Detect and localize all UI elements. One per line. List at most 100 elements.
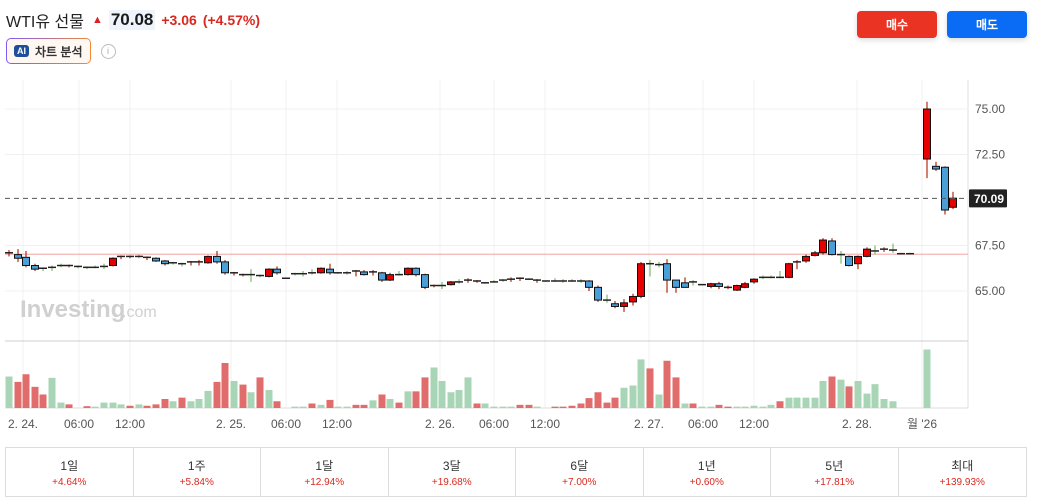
candle-body (31, 265, 39, 270)
x-axis-tick-label: 2. 27. (634, 417, 664, 431)
candlestick-chart[interactable]: 75.00 72.50 67.50 65.00 Investing.com 70.09 2.… (0, 80, 1037, 440)
x-axis-tick-label: 06:00 (64, 417, 94, 431)
info-icon[interactable]: i (100, 43, 116, 59)
volume-bar (629, 385, 637, 408)
investing-watermark-suffix: .com (122, 304, 157, 321)
price-change: +3.06 (161, 12, 197, 28)
volume-bar (845, 386, 853, 408)
volume-bar (221, 363, 229, 408)
performance-cell-4[interactable]: 6달 +7.00% (516, 448, 644, 496)
volume-bar (663, 360, 671, 408)
sell-button[interactable]: 매도 (947, 11, 1027, 38)
volume-bar (863, 393, 871, 408)
volume-bar (447, 392, 455, 408)
volume-bar (741, 406, 749, 408)
performance-table: 1일 +4.64% 1주 +5.84% 1달 +12.94% 3달 +19.68% 6달 +7.0… (5, 447, 1027, 497)
volume-bar (22, 374, 30, 408)
candle-body (707, 283, 715, 287)
candle-body (802, 255, 810, 262)
candle-body (819, 239, 827, 254)
volume-bar (412, 391, 420, 408)
ai-chart-analysis-button[interactable]: AI 차트 분석 (6, 38, 91, 64)
current-price-label: 70.09 (974, 192, 1004, 206)
volume-bar (230, 381, 238, 408)
x-axis-tick-label: 2. 24. (8, 417, 38, 431)
candle-body (949, 197, 957, 208)
volume-bar (265, 390, 273, 408)
candle-body (941, 166, 949, 211)
volume-bar (326, 399, 334, 408)
candle-body (404, 267, 412, 276)
volume-bar (655, 394, 663, 408)
x-axis-tick-label: 06:00 (688, 417, 718, 431)
candle-body (273, 268, 281, 274)
volume-bar (352, 404, 360, 408)
x-axis-tick-label: 2. 25. (216, 417, 246, 431)
current-price-badge (969, 189, 1007, 208)
volume-bar (481, 403, 489, 408)
x-axis-tick-label: 12:00 (322, 417, 352, 431)
volume-bar (923, 349, 931, 408)
volume-bar (785, 397, 793, 408)
volume-bar (317, 404, 325, 408)
volume-bar (31, 386, 39, 408)
candle-body (317, 267, 325, 274)
candle-body (14, 254, 22, 259)
volume-bar (39, 394, 47, 408)
candle-body (681, 282, 689, 288)
volume-bar (559, 406, 567, 408)
performance-cell-6[interactable]: 5년 +17.81% (771, 448, 899, 496)
performance-cell-2[interactable]: 1달 +12.94% (261, 448, 389, 496)
volume-bar (100, 402, 108, 408)
volume-bar (204, 390, 212, 408)
volume-bar (594, 392, 602, 408)
candle-body (412, 267, 420, 276)
performance-period: 1년 (697, 458, 716, 473)
candle-body (161, 260, 169, 265)
volume-bar (308, 403, 316, 408)
candle-body (854, 255, 862, 265)
candle-body (672, 279, 680, 288)
performance-cell-5[interactable]: 1년 +0.60% (644, 448, 771, 496)
candle-body (845, 255, 853, 267)
up-arrow-icon: ▲ (91, 14, 103, 26)
volume-bar (672, 377, 680, 408)
performance-cell-3[interactable]: 3달 +19.68% (389, 448, 516, 496)
volume-bar (91, 406, 99, 408)
volume-bar (490, 406, 498, 408)
buy-button[interactable]: 매수 (857, 11, 937, 38)
volume-bar (360, 404, 368, 408)
ai-analysis-row: AI 차트 분석 i (6, 38, 116, 64)
candle-body (620, 302, 628, 307)
x-axis-tick-label: 06:00 (479, 417, 509, 431)
candle-body (213, 255, 221, 263)
volume-bar (386, 399, 394, 408)
volume-bar (551, 406, 559, 408)
candle-body (750, 278, 758, 283)
instrument-header: WTI유 선물 ▲ 70.08 +3.06 (+4.57%) (6, 8, 260, 32)
x-axis-tick-label: 12:00 (115, 417, 145, 431)
performance-cell-1[interactable]: 1주 +5.84% (134, 448, 261, 496)
ai-chart-analysis-label: 차트 분석 (35, 44, 83, 59)
volume-bar (135, 404, 143, 408)
candle-body (629, 295, 637, 303)
candle-body (863, 248, 871, 257)
candle-body (152, 257, 160, 262)
performance-cell-0[interactable]: 1일 +4.64% (6, 448, 134, 496)
candle-body (828, 240, 836, 256)
volume-bar (109, 402, 117, 408)
volume-bar (698, 406, 706, 408)
price-change-percent: (+4.57%) (202, 12, 261, 28)
investing-watermark: Investing (20, 296, 125, 323)
performance-period: 1일 (60, 458, 79, 473)
volume-bar (854, 381, 862, 408)
volume-bar (585, 398, 593, 408)
volume-bar (291, 406, 299, 408)
candle-body (447, 281, 455, 286)
volume-bar (213, 381, 221, 408)
volume-bar (256, 377, 264, 408)
volume-bar (793, 397, 801, 408)
performance-cell-7[interactable]: 최대 +139.93% (899, 448, 1027, 496)
volume-bar (421, 377, 429, 408)
candle-body (741, 283, 749, 288)
